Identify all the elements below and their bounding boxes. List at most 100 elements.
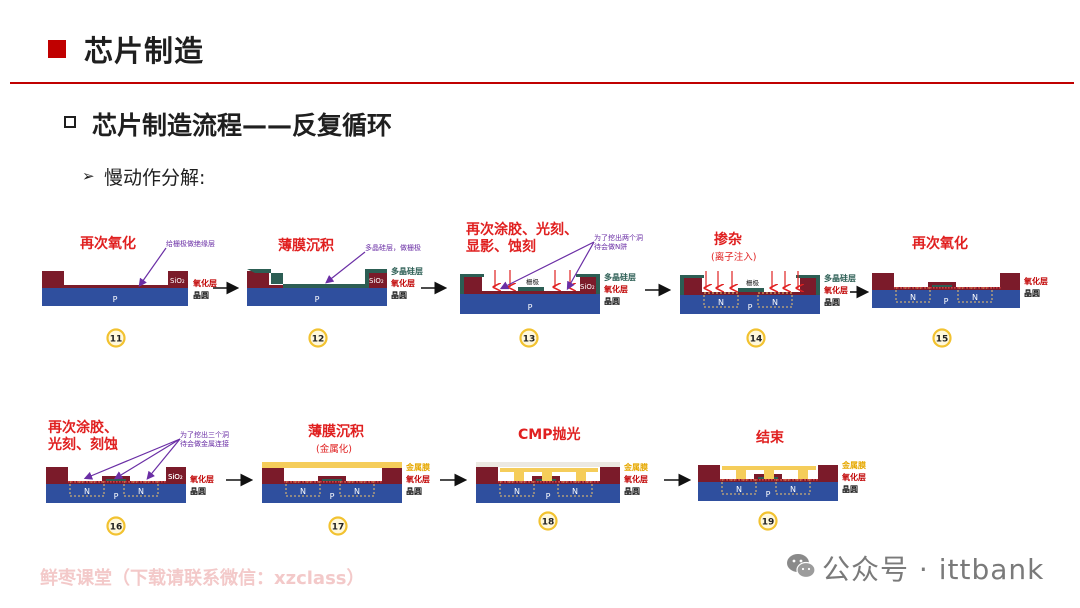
- annotation-arrow: [499, 241, 595, 290]
- oxide-dot: [89, 481, 91, 483]
- step-number-badge: [932, 328, 952, 348]
- layer-label: 晶圆: [824, 297, 840, 307]
- oxide-dot: [161, 481, 163, 483]
- field-oxide-right: [367, 271, 387, 288]
- gate-poly: [738, 288, 764, 292]
- polysilicon-left: [460, 274, 484, 294]
- oxide-dot: [317, 481, 319, 483]
- oxide-dot: [564, 481, 566, 483]
- oxide-dot: [341, 481, 343, 483]
- oxide-dot: [591, 481, 593, 483]
- metal-plug: [736, 470, 746, 479]
- oxide-dot: [531, 481, 533, 483]
- annotation-arrow: [138, 247, 167, 287]
- n-well-label: N: [354, 487, 360, 496]
- field-oxide-left: [460, 277, 482, 294]
- oxide-dot: [807, 479, 809, 481]
- oxide-dot: [768, 479, 770, 481]
- oxide-dot: [98, 481, 100, 483]
- field-oxide-right: [580, 277, 600, 294]
- sio2-label: SiO₂: [369, 277, 384, 285]
- substrate-label: P: [330, 492, 335, 501]
- step-title: 光刻、刻蚀: [47, 436, 118, 453]
- oxide-dot: [122, 481, 124, 483]
- n-well-region: [757, 292, 793, 308]
- layer-label: 氧化层: [189, 474, 214, 484]
- polysilicon-left: [680, 275, 704, 295]
- step-title: 掺杂: [714, 231, 742, 248]
- oxide-dot: [960, 287, 962, 289]
- sio2-label: SiO₂: [170, 277, 185, 285]
- layer-label: 晶圆: [406, 486, 422, 496]
- step-subtitle: (离子注入): [711, 251, 756, 263]
- oxide-dot: [74, 481, 76, 483]
- oxide-dot: [816, 479, 818, 481]
- oxide-dot: [549, 481, 551, 483]
- step-number: 19: [762, 518, 775, 528]
- gate-poly: [518, 287, 544, 291]
- layer-label: 晶圆: [624, 486, 640, 496]
- oxide-dot: [374, 481, 376, 483]
- field-oxide-left: [247, 271, 269, 288]
- oxide-dot: [107, 481, 109, 483]
- oxide-dot: [966, 287, 968, 289]
- gate-label: 栅极: [746, 278, 760, 287]
- oxide-dot: [101, 481, 103, 483]
- oxide-dot: [741, 479, 743, 481]
- n-well-label: N: [972, 293, 978, 302]
- oxide-dot: [353, 481, 355, 483]
- oxide-dot: [753, 479, 755, 481]
- layer-label: 氧化层: [192, 278, 217, 288]
- annotation-text: 给栅极做绝缘层: [166, 239, 215, 248]
- oxide-dot: [936, 287, 938, 289]
- oxide-dot: [543, 481, 545, 483]
- oxide-dot: [774, 479, 776, 481]
- oxide-dot: [909, 287, 911, 289]
- oxide-dot: [368, 481, 370, 483]
- oxide-dot: [972, 287, 974, 289]
- oxide-dot: [948, 287, 950, 289]
- substrate-label: P: [315, 295, 320, 304]
- oxide-dot: [804, 479, 806, 481]
- oxide-dot: [296, 481, 298, 483]
- step-number-badge: [106, 328, 126, 348]
- step-number: 14: [750, 335, 763, 345]
- oxide-dot: [71, 481, 73, 483]
- annotation-text: 待会做金属连接: [180, 439, 229, 448]
- oxide-dot: [558, 481, 560, 483]
- oxide-dot: [371, 481, 373, 483]
- oxide-dot: [900, 287, 902, 289]
- oxide-dot: [359, 481, 361, 483]
- metal-film-top: [262, 462, 402, 468]
- oxide-dot: [320, 481, 322, 483]
- field-oxide-left: [476, 467, 498, 484]
- oxide-dot: [128, 481, 130, 483]
- metal-plug: [798, 470, 808, 479]
- oxide-dot: [284, 481, 286, 483]
- layer-label: 多晶硅层: [391, 266, 423, 276]
- step-number: 12: [312, 335, 325, 345]
- layer-label: 晶圆: [391, 290, 407, 300]
- oxide-dot: [534, 481, 536, 483]
- polysilicon-layer: [247, 269, 387, 288]
- n-well-label: N: [84, 487, 90, 496]
- n-well-label: N: [138, 487, 144, 496]
- step-title: 薄膜沉积: [308, 423, 364, 440]
- n-well-label: N: [718, 298, 724, 307]
- polished-surface: [476, 462, 620, 467]
- annotation-arrow: [566, 241, 595, 291]
- field-oxide-right: [168, 271, 188, 288]
- oxide-dot: [86, 481, 88, 483]
- oxide-dot: [311, 481, 313, 483]
- oxide-dot: [759, 479, 761, 481]
- layer-label: 氧化层: [1023, 276, 1048, 286]
- oxide-dot: [335, 481, 337, 483]
- oxide-dot: [519, 481, 521, 483]
- metal-fill: [722, 466, 816, 470]
- oxide-dot: [134, 481, 136, 483]
- oxide-dot: [552, 481, 554, 483]
- field-oxide-right: [1000, 273, 1020, 290]
- oxide-dot: [894, 287, 896, 289]
- oxide-dot: [765, 479, 767, 481]
- layer-label: 氧化层: [841, 472, 866, 482]
